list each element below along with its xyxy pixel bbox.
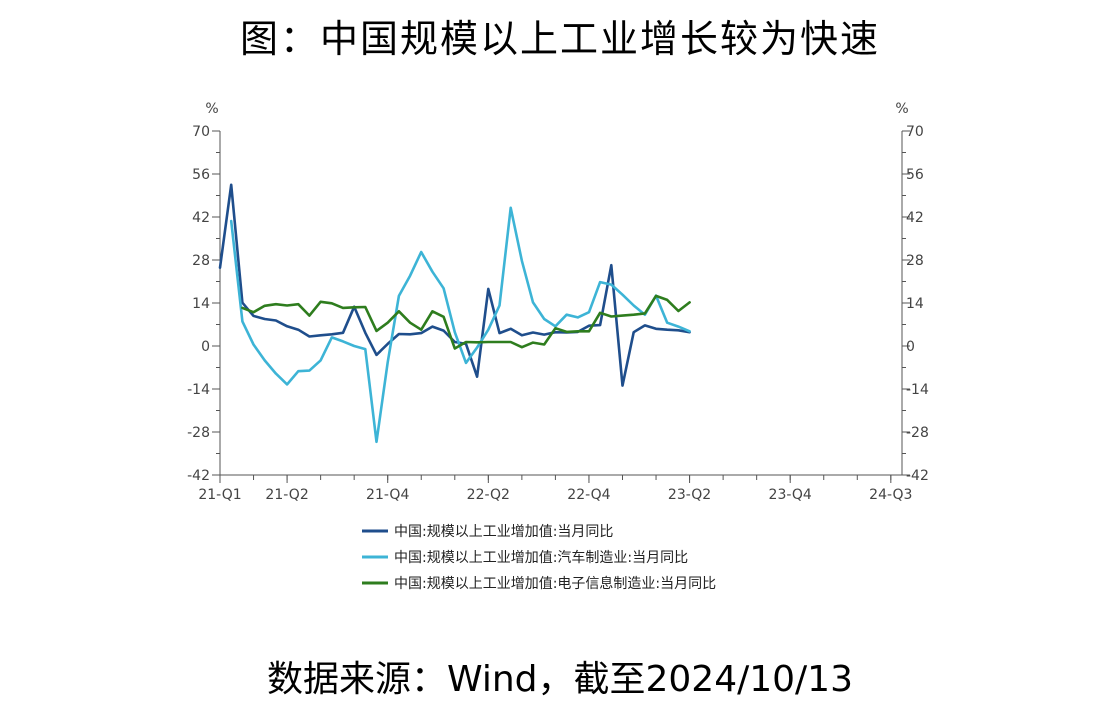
- x-tick-label: 22-Q2: [467, 487, 510, 503]
- y-tick-label-left: 56: [192, 167, 210, 183]
- data-source-note: 数据来源：Wind，截至2024/10/13: [267, 659, 853, 700]
- y-tick-label-right: 56: [906, 167, 924, 183]
- legend-label-3: 中国:规模以上工业增加值:电子信息制造业:当月同比: [394, 575, 716, 592]
- y-tick-label-left: 14: [192, 296, 210, 312]
- y-tick-label-right: 0: [906, 339, 915, 355]
- chart-legend: 中国:规模以上工业增加值:当月同比中国:规模以上工业增加值:汽车制造业:当月同比…: [362, 524, 716, 592]
- y-tick-label-right: 42: [906, 210, 924, 226]
- y-tick-label-right: -28: [906, 425, 929, 441]
- y-tick-label-right: 14: [906, 296, 924, 312]
- chart-axes: 70 70 56 56 42 42 28 28 14 14 0 0 -14 -14 -28 -28 -42 -42…: [187, 101, 929, 503]
- x-tick-label: 24-Q3: [869, 487, 912, 503]
- series-line-2: [229, 206, 691, 444]
- y-tick-label-left: 42: [192, 210, 210, 226]
- y-unit-left: %: [205, 101, 218, 117]
- series-line-1: [218, 183, 691, 387]
- x-tick-label: 21-Q4: [366, 487, 409, 503]
- y-tick-label-left: 0: [201, 339, 210, 355]
- x-tick-label: 23-Q4: [769, 487, 812, 503]
- x-tick-label: 21-Q2: [265, 487, 308, 503]
- legend-label-2: 中国:规模以上工业增加值:汽车制造业:当月同比: [394, 549, 688, 566]
- y-tick-label-right: 70: [906, 124, 924, 140]
- y-tick-label-right: -42: [906, 468, 929, 484]
- chart-lines: [218, 183, 691, 444]
- y-tick-label-right: -14: [906, 382, 929, 398]
- legend-label-1: 中国:规模以上工业增加值:当月同比: [394, 524, 613, 540]
- chart-title: 图：中国规模以上工业增长较为快速: [239, 17, 880, 61]
- y-tick-label-right: 28: [906, 253, 924, 269]
- series-line-3: [241, 294, 691, 350]
- x-tick-label: 23-Q2: [668, 487, 711, 503]
- x-tick-label: 22-Q4: [567, 487, 610, 503]
- x-tick-label: 21-Q1: [198, 487, 241, 503]
- y-unit-right: %: [895, 101, 908, 117]
- y-tick-label-left: -42: [187, 468, 210, 484]
- y-tick-label-left: 70: [192, 124, 210, 140]
- y-tick-label-left: -28: [187, 425, 210, 441]
- y-tick-label-left: 28: [192, 253, 210, 269]
- y-tick-label-left: -14: [187, 382, 210, 398]
